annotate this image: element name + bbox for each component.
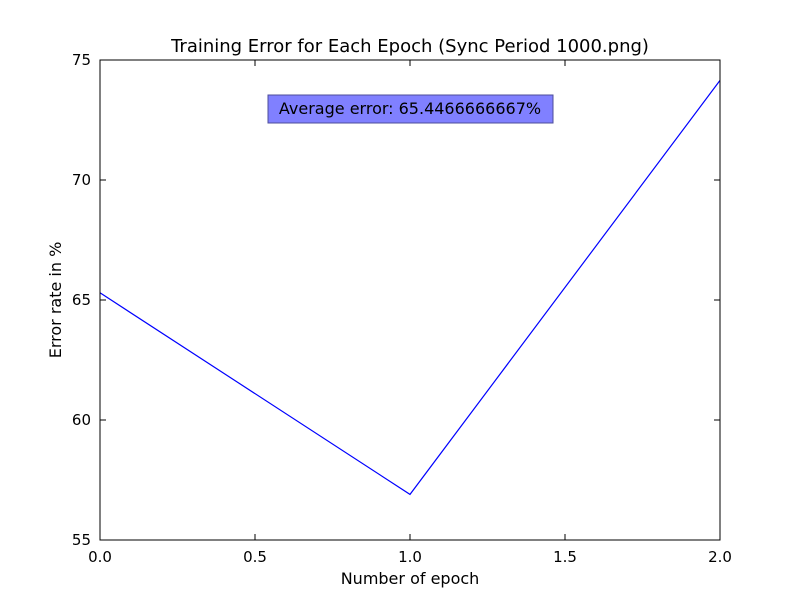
annotation-box: Average error: 65.4466666667% xyxy=(267,94,554,124)
series-line-0 xyxy=(99,80,721,496)
annotation-text: Average error: 65.4466666667% xyxy=(279,99,541,118)
x-tick-label: 0.5 xyxy=(243,548,267,566)
x-axis-label: Number of epoch xyxy=(341,569,480,588)
plot-frame xyxy=(99,59,721,541)
y-axis-label: Error rate in % xyxy=(46,242,65,359)
x-tick-label: 2.0 xyxy=(708,548,732,566)
y-tick-label: 70 xyxy=(72,171,91,189)
y-tick-label: 60 xyxy=(72,411,91,429)
chart-title: Training Error for Each Epoch (Sync Peri… xyxy=(170,36,649,57)
series-layer xyxy=(99,80,721,496)
plot-area xyxy=(100,60,720,540)
x-tick-label: 1.5 xyxy=(553,548,577,566)
x-tick-label: 1.0 xyxy=(398,548,422,566)
annotation-background xyxy=(267,94,554,124)
ticks-layer: 0.0 0.5 1.0 1.5 2.0 55 60 65 70 75 xyxy=(72,51,732,566)
y-tick-label: 75 xyxy=(72,51,91,69)
y-tick-label: 55 xyxy=(72,531,91,549)
y-tick-label: 65 xyxy=(72,291,91,309)
x-tick-label: 0.0 xyxy=(88,548,112,566)
